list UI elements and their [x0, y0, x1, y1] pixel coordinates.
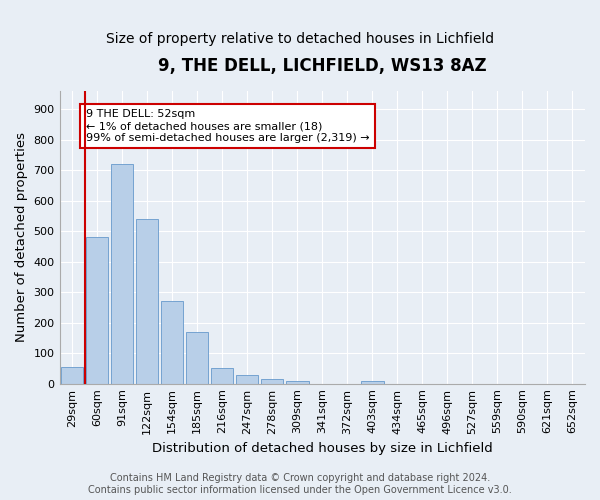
Text: 9 THE DELL: 52sqm
← 1% of detached houses are smaller (18)
99% of semi-detached : 9 THE DELL: 52sqm ← 1% of detached house… [86, 110, 370, 142]
Bar [361, 380, 383, 384]
X-axis label: Distribution of detached houses by size in Lichfield: Distribution of detached houses by size … [152, 442, 493, 455]
Y-axis label: Number of detached properties: Number of detached properties [15, 132, 28, 342]
Text: Contains HM Land Registry data © Crown copyright and database right 2024.
Contai: Contains HM Land Registry data © Crown c… [88, 474, 512, 495]
Bar [261, 379, 283, 384]
Bar [86, 238, 109, 384]
Bar [61, 367, 83, 384]
Bar [186, 332, 208, 384]
Title: 9, THE DELL, LICHFIELD, WS13 8AZ: 9, THE DELL, LICHFIELD, WS13 8AZ [158, 58, 487, 76]
Bar [211, 368, 233, 384]
Bar [236, 374, 259, 384]
Bar [161, 302, 184, 384]
Text: Size of property relative to detached houses in Lichfield: Size of property relative to detached ho… [106, 32, 494, 46]
Bar [136, 219, 158, 384]
Bar [286, 380, 308, 384]
Bar [111, 164, 133, 384]
